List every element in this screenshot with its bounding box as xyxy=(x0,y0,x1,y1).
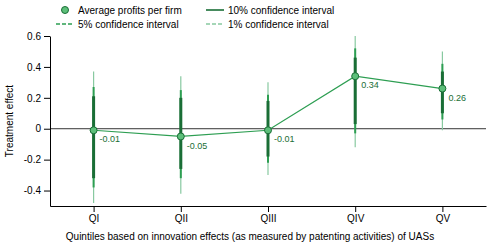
coef-line xyxy=(94,76,443,136)
x-axis-title: Quintiles based on innovation effects (a… xyxy=(66,231,434,242)
legend-label: Average profits per firm xyxy=(78,5,182,16)
legend-swatch xyxy=(62,7,69,14)
interval xyxy=(93,87,95,187)
data-label: -0.01 xyxy=(100,134,121,144)
legend-swatch xyxy=(206,9,224,11)
interval xyxy=(92,96,95,178)
x-tick: QIII xyxy=(260,206,276,224)
y-tick: -0.2 xyxy=(24,154,50,165)
y-tick: -0.4 xyxy=(24,185,50,196)
interval xyxy=(354,58,357,124)
data-label: -0.05 xyxy=(187,141,208,151)
legend-item: 1% confidence interval xyxy=(206,19,329,30)
interval xyxy=(355,36,356,147)
y-tick: 0.6 xyxy=(27,31,50,42)
y-tick-label: -0.2 xyxy=(24,154,42,165)
x-axis: QI QII QIII QIV QV xyxy=(51,206,487,224)
x-tick-label: QIV xyxy=(347,213,365,224)
y-tick: 0.2 xyxy=(27,93,50,104)
y-tick: 0 xyxy=(35,123,50,134)
y-axis: -0.4 -0.2 0 0.2 0.4 0.6 xyxy=(24,31,51,207)
data-label: 0.34 xyxy=(361,80,379,90)
x-tick: QI xyxy=(89,206,100,224)
y-tick-label: 0.6 xyxy=(27,31,41,42)
legend-swatch xyxy=(206,23,224,25)
x-tick-mark xyxy=(94,206,95,212)
interval xyxy=(93,72,94,203)
coef-point xyxy=(439,85,446,92)
interval-series xyxy=(94,48,443,187)
legend-item: Average profits per firm xyxy=(62,5,182,16)
x-tick: QIV xyxy=(347,206,365,224)
x-tick-label: QIII xyxy=(260,213,276,224)
legend-label: 1% confidence interval xyxy=(228,19,329,30)
y-tick-mark xyxy=(44,191,50,192)
legend-item: 10% confidence interval xyxy=(206,5,334,16)
y-tick-mark xyxy=(44,98,50,99)
coef-point xyxy=(265,127,272,134)
data-label: 0.26 xyxy=(448,93,466,103)
data-label: -0.01 xyxy=(274,134,295,144)
coef-point xyxy=(90,127,97,134)
y-tick-mark xyxy=(44,36,50,37)
data-labels: -0.01 -0.05 -0.01 0.34 0.26 xyxy=(100,80,466,150)
x-tick-label: QI xyxy=(89,213,100,224)
x-tick-label: QII xyxy=(175,213,188,224)
y-tick: 0.4 xyxy=(27,62,50,73)
legend: Average profits per firm 10% confidence i… xyxy=(56,5,334,30)
legend-label: 5% confidence interval xyxy=(78,19,179,30)
interval xyxy=(354,48,356,133)
y-axis-title: Treatment effect xyxy=(4,85,15,157)
y-tick-label: 0.2 xyxy=(27,93,41,104)
legend-label: 10% confidence interval xyxy=(228,5,334,16)
legend-item: 5% confidence interval xyxy=(56,19,179,30)
y-tick-mark xyxy=(44,160,50,161)
y-tick-mark xyxy=(44,67,50,68)
chart: -0.4-0.200.20.40.6QIQIIQIIIQIVQV-0.01-0.… xyxy=(0,0,500,246)
x-tick-mark xyxy=(355,206,356,212)
interval-series xyxy=(94,36,443,203)
y-tick-mark xyxy=(44,129,50,130)
x-tick: QII xyxy=(175,206,188,224)
y-axis-line xyxy=(50,37,51,207)
y-tick-label: -0.4 xyxy=(24,185,42,196)
y-tick-label: 0.4 xyxy=(27,62,41,73)
coef-point xyxy=(177,133,184,140)
x-tick-mark xyxy=(268,206,269,212)
legend-swatch xyxy=(56,23,74,25)
interval-series xyxy=(94,58,443,179)
x-tick: QV xyxy=(436,206,451,224)
x-tick-mark xyxy=(442,206,443,212)
x-tick-label: QV xyxy=(436,213,451,224)
coef-points xyxy=(90,73,446,140)
marks xyxy=(50,36,486,203)
x-tick-mark xyxy=(181,206,182,212)
y-tick-label: 0 xyxy=(35,123,41,134)
plot: -0.4-0.200.20.40.6QIQIIQIIIQIVQV-0.01-0.… xyxy=(24,31,487,224)
coef-point xyxy=(352,73,359,80)
